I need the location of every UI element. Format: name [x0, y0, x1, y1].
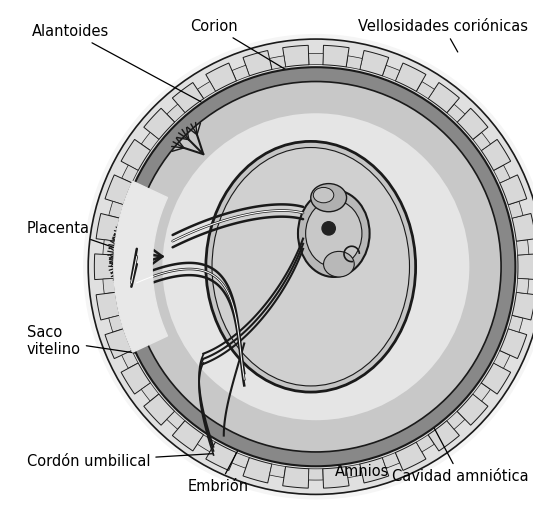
Circle shape — [130, 82, 501, 452]
Polygon shape — [232, 65, 249, 81]
Polygon shape — [105, 175, 132, 205]
Circle shape — [88, 39, 543, 495]
Polygon shape — [457, 394, 488, 425]
Polygon shape — [473, 383, 491, 401]
Text: Saco
vitelino: Saco vitelino — [27, 325, 224, 366]
Polygon shape — [493, 350, 510, 368]
Polygon shape — [346, 464, 362, 478]
Polygon shape — [360, 50, 388, 76]
Polygon shape — [144, 394, 175, 425]
Polygon shape — [500, 175, 527, 205]
Polygon shape — [500, 329, 527, 359]
Polygon shape — [121, 140, 150, 170]
Polygon shape — [323, 45, 349, 67]
Circle shape — [83, 34, 549, 500]
Polygon shape — [270, 56, 286, 69]
Polygon shape — [270, 464, 286, 478]
Polygon shape — [516, 240, 529, 255]
Polygon shape — [346, 56, 362, 69]
Text: Alantoides: Alantoides — [32, 24, 201, 102]
Circle shape — [117, 67, 516, 466]
Polygon shape — [447, 104, 465, 122]
Text: Cordón umbilical: Cordón umbilical — [27, 453, 213, 469]
Polygon shape — [173, 421, 204, 451]
Text: Amnios: Amnios — [335, 377, 389, 479]
Polygon shape — [508, 315, 523, 332]
Polygon shape — [206, 63, 236, 91]
Circle shape — [163, 113, 470, 420]
Text: Corion: Corion — [190, 18, 288, 71]
Polygon shape — [103, 279, 115, 294]
Text: Placenta: Placenta — [27, 221, 152, 261]
Polygon shape — [96, 213, 120, 241]
Polygon shape — [144, 108, 175, 140]
Polygon shape — [516, 279, 529, 294]
Ellipse shape — [206, 142, 416, 392]
Polygon shape — [518, 254, 537, 280]
Polygon shape — [198, 82, 215, 98]
Polygon shape — [173, 83, 204, 113]
Polygon shape — [508, 201, 523, 218]
Ellipse shape — [314, 187, 334, 203]
Polygon shape — [109, 315, 124, 332]
Ellipse shape — [298, 190, 370, 277]
Polygon shape — [457, 108, 488, 140]
Polygon shape — [243, 50, 272, 76]
Text: Cavidad amniótica: Cavidad amniótica — [363, 295, 528, 484]
Polygon shape — [103, 240, 115, 255]
Polygon shape — [96, 292, 120, 320]
Polygon shape — [243, 458, 272, 483]
Polygon shape — [122, 165, 138, 183]
Polygon shape — [122, 350, 138, 368]
Polygon shape — [282, 466, 309, 488]
Polygon shape — [428, 83, 460, 113]
Polygon shape — [309, 53, 323, 65]
Wedge shape — [114, 181, 168, 352]
Polygon shape — [142, 383, 159, 401]
Polygon shape — [428, 421, 460, 451]
Ellipse shape — [306, 200, 362, 267]
Polygon shape — [109, 201, 124, 218]
Polygon shape — [512, 292, 536, 320]
Ellipse shape — [212, 148, 410, 386]
Polygon shape — [121, 363, 150, 394]
Ellipse shape — [324, 251, 354, 277]
Text: Embrión: Embrión — [188, 282, 327, 494]
Polygon shape — [142, 132, 159, 151]
Ellipse shape — [311, 184, 346, 212]
Text: Vellosidades coriónicas: Vellosidades coriónicas — [358, 18, 528, 52]
Polygon shape — [309, 469, 323, 480]
Polygon shape — [382, 65, 400, 81]
Polygon shape — [473, 132, 491, 151]
Polygon shape — [323, 466, 349, 488]
Polygon shape — [167, 411, 185, 429]
Polygon shape — [198, 435, 215, 452]
Polygon shape — [232, 452, 249, 468]
Polygon shape — [360, 458, 388, 483]
Polygon shape — [395, 63, 426, 91]
Polygon shape — [395, 442, 426, 470]
Polygon shape — [382, 452, 400, 468]
Polygon shape — [493, 165, 510, 183]
Polygon shape — [416, 82, 435, 98]
Circle shape — [322, 222, 335, 235]
Polygon shape — [416, 435, 435, 452]
Polygon shape — [94, 254, 114, 280]
Polygon shape — [167, 104, 185, 122]
Polygon shape — [481, 140, 511, 170]
Polygon shape — [105, 329, 132, 359]
Polygon shape — [447, 411, 465, 429]
Polygon shape — [481, 363, 511, 394]
Polygon shape — [512, 213, 536, 241]
Polygon shape — [282, 45, 309, 67]
Polygon shape — [206, 442, 236, 470]
